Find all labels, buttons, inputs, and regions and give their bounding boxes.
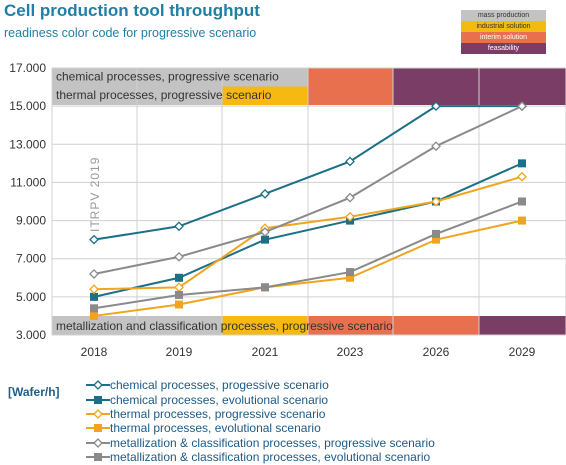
series-line [93,175,523,291]
series-legend-marker-icon [86,380,110,391]
series-legend-label: thermal processes, progressive scenario [110,406,326,421]
readiness-label: mass production [477,12,530,19]
series-line [93,200,523,310]
data-point [174,251,184,262]
data-point [518,216,526,225]
series-legend-marker-icon [86,409,110,419]
series-legend-item: thermal processes, evolutional scenario [86,421,435,435]
series-legend-label: chemical processes, evolutional scenario [110,392,329,407]
y-tick-label: 9.000 [16,214,46,228]
readiness-label: industrial solution [476,23,531,30]
readiness-label: feasability [487,45,520,52]
readiness-band-label: metallization and classification process… [56,319,393,333]
y-tick-label: 5.000 [16,290,46,304]
data-point [346,268,354,277]
y-tick-label: 15.000 [9,99,46,113]
data-point [345,156,355,167]
y-tick-label: 17.000 [9,61,46,75]
data-point [431,141,441,152]
x-tick-label: 2029 [509,345,536,359]
x-tick-label: 2018 [81,345,108,359]
unit-label: [Wafer/h] [8,385,60,399]
watermark-label: ITRPV 2019 [88,157,102,232]
data-point [431,196,441,207]
y-tick-label: 11.000 [10,175,46,189]
series-legend-marker-icon [86,395,110,404]
series-legend-item: thermal processes, progressive scenario [86,407,435,421]
readiness-band-segment [222,86,308,105]
readiness-band-segment [222,316,308,335]
data-point [431,101,441,112]
readiness-band-label: thermal processes, progressive scenario [56,88,272,102]
y-tick-label: 13.000 [9,137,46,151]
series-legend-label: metallization & classification processes… [110,450,431,465]
x-tick-label: 2019 [166,345,193,359]
data-point [261,283,269,292]
readiness-feasability: feasability [461,43,546,54]
data-point [175,273,183,282]
series-line [93,105,522,241]
series-legend-marker-icon [86,437,110,448]
data-point [89,234,99,245]
series-legend-marker-icon [86,453,110,462]
data-point [89,269,99,279]
readiness-industrial-solution: industrial solution [461,21,546,32]
readiness-band-label: chemical processes, progressive scenario [56,70,279,84]
x-tick-label: 2026 [423,345,450,359]
series-legend-item: chemical processes, progessive scenario [86,378,435,392]
data-point [517,101,527,112]
readiness-band-segment [308,86,393,105]
chart-subtitle: readiness color code for progressive sce… [4,26,257,40]
data-point [518,159,526,168]
data-point [90,304,98,313]
series-legend-label: thermal processes, evolutional scenario [110,421,321,436]
series-line [93,105,523,275]
series-line [93,219,523,317]
data-point [260,227,270,237]
data-point [261,235,269,244]
data-point [175,290,183,299]
readiness-band-segment [308,68,393,87]
data-point [174,221,184,232]
readiness-band-segment [52,68,308,87]
series-legend-item: chemical processes, evolutional scenario [86,392,435,407]
x-tick-label: 2023 [337,345,364,359]
series-line [93,162,523,298]
y-tick-label: 3.000 [16,328,46,342]
readiness-mass-production: mass production [461,10,546,21]
data-point [346,273,354,282]
readiness-legend: mass production industrial solution inte… [461,10,546,54]
data-point [517,171,527,182]
readiness-band-segment [479,316,566,335]
x-tick-label: 2021 [252,345,279,359]
series-legend-item: metallization & classification processes… [86,450,435,464]
series-legend-label: chemical processes, progessive scenario [110,378,329,393]
chart-title: Cell production tool throughput [4,1,260,20]
data-point [345,211,355,222]
series-legend-marker-icon [86,424,110,433]
series-legend-label: metallization & classification processes… [110,435,435,450]
data-point [345,192,355,203]
data-point [518,197,526,206]
data-point [175,300,183,309]
readiness-interim-solution: interim solution [461,32,546,43]
data-point [90,311,98,320]
readiness-label: interim solution [479,34,528,41]
data-point [260,188,270,199]
data-point [90,292,98,301]
data-point [432,229,440,238]
data-point [432,235,440,244]
series-legend: chemical processes, progessive scenario c… [86,378,435,464]
y-tick-label: 7.000 [16,252,46,266]
data-point [89,284,99,295]
series-legend-item: metallization & classification processes… [86,436,435,450]
